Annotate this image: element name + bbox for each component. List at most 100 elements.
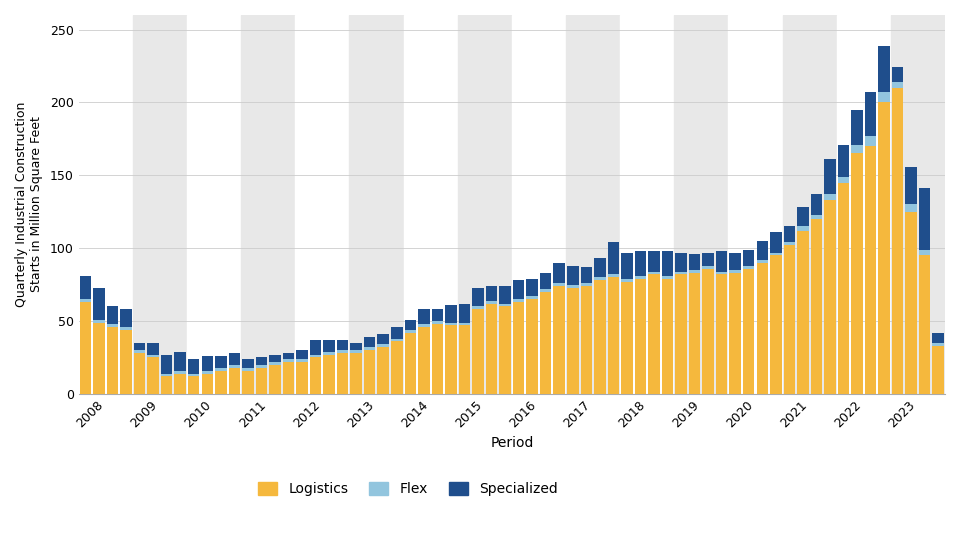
Bar [364,337,375,347]
Bar [283,353,295,359]
Bar [594,280,606,394]
Bar [148,357,159,394]
Bar [133,353,145,394]
Bar [594,278,606,280]
Bar [161,373,173,376]
Bar [404,320,416,330]
Bar [459,322,470,325]
Bar [432,324,444,394]
Bar [891,15,945,394]
Bar [269,362,280,365]
Bar [188,376,200,394]
Bar [878,93,890,102]
Bar [797,207,808,227]
Bar [838,177,850,183]
Bar [703,253,714,266]
Bar [404,330,416,333]
Bar [310,357,322,394]
Bar [432,321,444,324]
Bar [175,352,186,371]
Bar [743,250,755,266]
Bar [486,304,497,394]
Bar [188,359,200,373]
Bar [878,102,890,394]
Bar [255,357,267,365]
Bar [865,146,876,394]
Y-axis label: Quarterly Industrial Construction
Starts in Million Square Feet: Quarterly Industrial Construction Starts… [15,102,43,307]
Bar [350,343,362,350]
Bar [202,373,213,394]
Bar [310,340,322,355]
Bar [661,279,673,394]
Bar [228,353,240,365]
Bar [716,251,728,271]
Bar [120,309,132,327]
Bar [810,214,822,219]
Bar [756,260,768,263]
Bar [445,305,457,322]
Bar [202,371,213,373]
Bar [404,333,416,394]
Bar [486,301,497,304]
Bar [364,347,375,350]
Bar [852,145,863,153]
Bar [324,355,335,394]
Bar [513,299,524,302]
Bar [783,245,795,394]
Bar [526,279,538,296]
Bar [661,276,673,279]
Bar [782,15,837,394]
Bar [770,255,781,394]
Bar [730,270,741,273]
Bar [905,204,917,212]
Bar [540,273,551,289]
Bar [377,347,389,394]
Bar [297,359,308,362]
Bar [242,359,253,368]
Bar [512,15,566,394]
Bar [432,309,444,321]
Bar [716,271,728,274]
Bar [297,362,308,394]
Bar [661,251,673,276]
Bar [581,286,592,394]
Bar [837,15,891,394]
Bar [932,333,944,343]
Bar [743,269,755,394]
Bar [554,283,565,286]
Bar [337,340,348,350]
Bar [188,373,200,376]
Bar [107,327,118,394]
Bar [648,271,660,274]
Bar [932,343,944,346]
Bar [567,288,579,394]
Bar [743,266,755,269]
Bar [513,280,524,299]
Bar [581,267,592,283]
Bar [472,309,484,394]
Bar [621,253,633,279]
Bar [228,368,240,394]
Bar [689,273,701,394]
Bar [228,365,240,368]
Bar [499,304,511,306]
Bar [756,263,768,394]
Bar [79,15,132,394]
Bar [133,350,145,353]
Bar [608,274,619,278]
Bar [783,227,795,242]
Bar [242,368,253,371]
Bar [621,279,633,281]
Bar [838,145,850,177]
Bar [202,356,213,371]
Legend: Logistics, Flex, Specialized: Logistics, Flex, Specialized [252,476,564,502]
Bar [825,194,836,200]
Bar [499,286,511,304]
Bar [93,320,105,322]
Bar [349,15,403,394]
Bar [783,242,795,245]
Bar [919,188,930,250]
Bar [120,327,132,330]
Bar [513,302,524,394]
Bar [269,355,280,362]
